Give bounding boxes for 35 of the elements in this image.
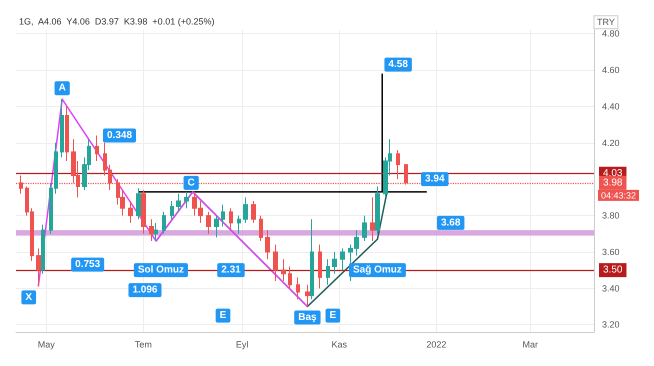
annotation: X — [25, 292, 32, 303]
x-tick-label: May — [38, 340, 56, 350]
x-tick-label: Eyl — [236, 340, 248, 350]
annotation: Sağ Omuz — [352, 264, 402, 276]
x-tick-label: Tem — [134, 340, 152, 350]
ref-line-label: 4.03 — [603, 168, 623, 180]
annotation: 1.096 — [132, 284, 158, 296]
x-tick-label: Mar — [522, 340, 538, 350]
y-tick-label: 4.20 — [602, 138, 620, 148]
annotation: E — [220, 310, 227, 322]
annotation: E — [330, 310, 337, 322]
chart-title: 1G, A4.06 Y4.06 D3.97 K3.98 +0.01 (+0.25%) — [19, 16, 214, 26]
annotation: Baş — [298, 312, 317, 323]
y-tick-label: 4.80 — [602, 28, 620, 39]
x-tick-label: Kas — [331, 340, 348, 350]
annotation: 2.31 — [221, 264, 242, 276]
annotation: C — [188, 177, 195, 188]
annotation: 3.68 — [440, 217, 461, 228]
ref-line-label: 3.98 — [603, 177, 623, 188]
y-tick-label: 3.60 — [602, 246, 620, 257]
annotation: Sol Omuz — [138, 264, 184, 276]
y-tick-label: 3.20 — [602, 320, 620, 330]
y-tick-label: 4.60 — [602, 65, 620, 76]
y-tick-label: 4.40 — [602, 101, 620, 112]
annotation: A — [58, 82, 66, 94]
annotation: 3.94 — [425, 174, 445, 185]
ref-line-label: 3.50 — [603, 264, 623, 276]
y-axis-title: TRY — [597, 17, 615, 28]
annotation: 0.348 — [106, 130, 132, 142]
text: 04:43:32 — [601, 190, 636, 200]
annotation: 0.753 — [75, 259, 101, 270]
y-tick-label: 3.40 — [602, 283, 620, 294]
y-tick-label: 3.80 — [602, 210, 620, 221]
annotation: 4.58 — [388, 59, 408, 70]
x-tick-label: 2022 — [426, 340, 446, 350]
